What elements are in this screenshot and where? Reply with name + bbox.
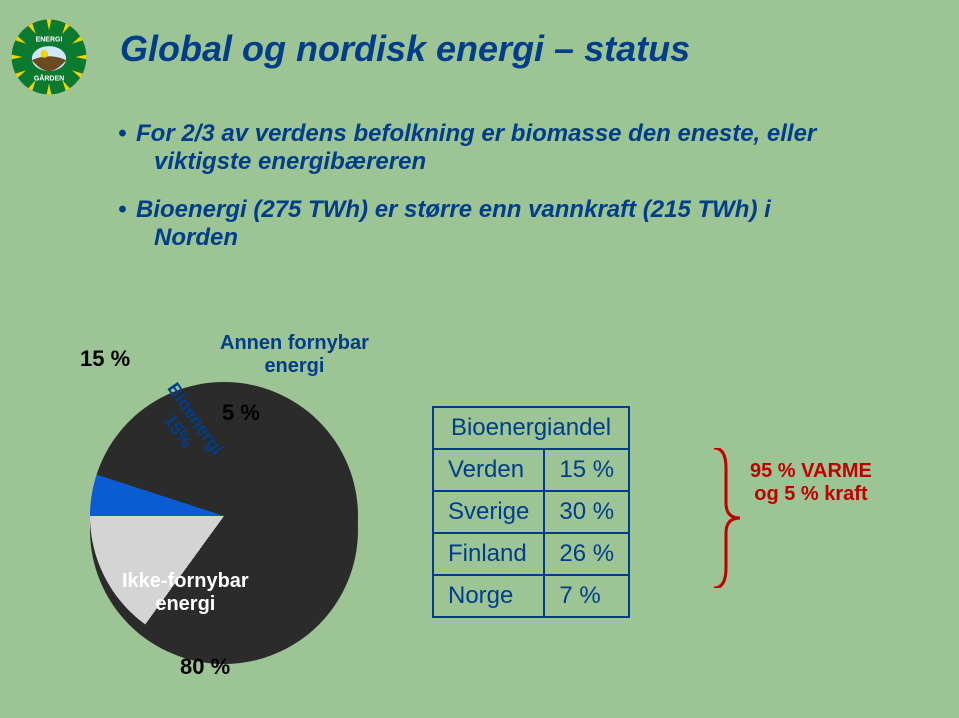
bullet-text-line2: viktigste energibæreren	[136, 148, 426, 175]
pie-chart: 15 % Annen fornybar energi 5 % Ikke-forn…	[60, 338, 400, 678]
logo: ENERGI GÅRDEN	[10, 18, 88, 96]
bullet-text-line1: Bioenergi (275 TWh) er større enn vannkr…	[136, 196, 771, 223]
logo-text-bottom: GÅRDEN	[34, 73, 64, 82]
bullet-list: For 2/3 av verdens befolkning er biomass…	[118, 120, 878, 272]
page-title: Global og nordisk energi – status	[120, 28, 690, 70]
pie-label-annen: Annen fornybar energi	[220, 332, 369, 378]
pie-label-ikke-pct: 80 %	[180, 654, 230, 680]
side-note: 95 % VARME og 5 % kraft	[750, 460, 872, 506]
bullet-text-line2: Norden	[136, 224, 238, 251]
side-note-line2: og 5 % kraft	[754, 483, 867, 505]
pie-label-annen-pct: 5 %	[222, 400, 260, 426]
bracket-icon	[712, 448, 742, 588]
slide: ENERGI GÅRDEN Global og nordisk energi –…	[0, 0, 959, 718]
table-row: Sverige 30 %	[433, 491, 629, 533]
pie-label-ikke-line2: energi	[155, 593, 215, 615]
table-cell-label: Sverige	[433, 491, 544, 533]
logo-text-top: ENERGI	[36, 36, 63, 43]
table-row: Finland 26 %	[433, 533, 629, 575]
logo-sun	[40, 50, 48, 58]
pie-label-bio-outside: 15 %	[80, 346, 130, 372]
table-header-row: Bioenergiandel	[433, 407, 629, 449]
pie-label-annen-line2: energi	[264, 355, 324, 377]
table-cell-value: 15 %	[544, 449, 629, 491]
table-row: Norge 7 %	[433, 575, 629, 617]
table-row: Verden 15 %	[433, 449, 629, 491]
bioenergy-table: Bioenergiandel Verden 15 % Sverige 30 % …	[432, 406, 630, 618]
pie-label-ikke: Ikke-fornybar energi	[122, 570, 249, 616]
table-cell-value: 26 %	[544, 533, 629, 575]
bullet-item: Bioenergi (275 TWh) er større enn vannkr…	[118, 196, 878, 252]
table: Bioenergiandel Verden 15 % Sverige 30 % …	[432, 406, 630, 618]
pie-label-annen-line1: Annen fornybar	[220, 332, 369, 354]
side-note-line1: 95 % VARME	[750, 460, 872, 482]
pie-label-ikke-line1: Ikke-fornybar	[122, 570, 249, 592]
table-cell-value: 7 %	[544, 575, 629, 617]
table-header: Bioenergiandel	[433, 407, 629, 449]
table-cell-label: Finland	[433, 533, 544, 575]
table-cell-label: Norge	[433, 575, 544, 617]
table-cell-label: Verden	[433, 449, 544, 491]
table-cell-value: 30 %	[544, 491, 629, 533]
bullet-item: For 2/3 av verdens befolkning er biomass…	[118, 120, 878, 176]
bullet-text-line1: For 2/3 av verdens befolkning er biomass…	[136, 120, 816, 147]
